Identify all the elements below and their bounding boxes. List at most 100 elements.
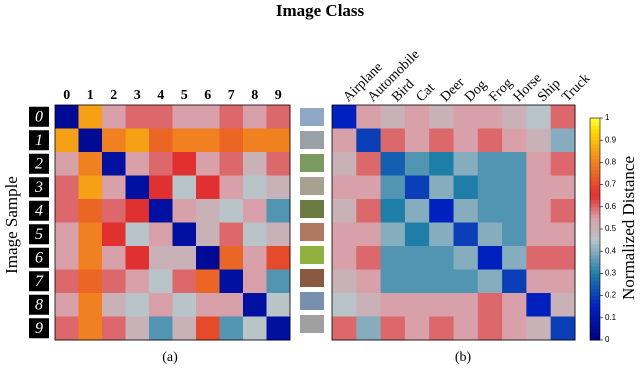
heatmap-cell	[243, 199, 267, 223]
heatmap-cell	[356, 175, 382, 200]
heatmap-cell	[526, 175, 552, 200]
thumbnails	[300, 108, 324, 333]
heatmap-cell	[453, 105, 479, 129]
heatmap-cell	[266, 175, 291, 200]
heatmap-cell	[125, 175, 150, 200]
thumbnail	[300, 131, 324, 149]
heatmap-cell	[453, 199, 479, 223]
heatmap-cell	[219, 175, 244, 200]
row-label: 3	[34, 179, 43, 196]
heatmap-cell	[477, 105, 503, 129]
heatmap-cell	[380, 199, 406, 223]
heatmap-cell	[196, 269, 220, 294]
row-label: 1	[35, 132, 43, 149]
heatmap-cell	[429, 152, 454, 176]
heatmap-cell	[526, 105, 552, 129]
colorbar-segment	[590, 232, 600, 237]
heatmap-cell	[266, 316, 291, 341]
heatmap-cell	[243, 293, 267, 317]
colorbar-segment	[590, 217, 600, 223]
colorbar-segment	[590, 132, 600, 137]
heatmap-cell	[243, 269, 267, 294]
heatmap-cell	[55, 105, 79, 129]
heatmap-cell	[243, 105, 267, 129]
heatmap-cell	[243, 128, 267, 153]
row-label: 8	[35, 296, 43, 313]
heatmap-cell	[429, 222, 454, 247]
colorbar-tick-label: 1	[605, 113, 610, 122]
colorbar-tick-label: 0	[605, 335, 610, 344]
heatmap-cell	[404, 316, 430, 341]
heatmap-cell	[404, 152, 430, 176]
colorbar-label: Normalized Distance	[619, 156, 638, 300]
heatmap-cell	[550, 293, 576, 317]
thumbnail	[300, 108, 324, 126]
heatmap-cell	[102, 246, 126, 270]
heatmap-cell	[404, 105, 430, 129]
colorbar-segment	[590, 310, 600, 315]
heatmap-cell	[55, 152, 79, 176]
digit-box	[29, 177, 49, 198]
heatmap-cell	[149, 152, 173, 176]
colorbar-segment	[590, 158, 600, 163]
heatmap-cell	[429, 269, 454, 294]
heatmap-cell	[243, 175, 267, 200]
heatmap-cell	[102, 316, 126, 341]
heatmap-cell	[356, 199, 382, 223]
heatmap-cell	[149, 222, 173, 247]
heatmap-cell	[380, 246, 406, 270]
heatmap-cell	[172, 246, 197, 270]
heatmap-frame	[331, 104, 576, 341]
heatmap-cell	[477, 222, 503, 247]
row-label: 7	[35, 273, 44, 290]
heatmap-cell	[266, 246, 291, 270]
colorbar-segment	[590, 240, 600, 245]
heatmap-cell	[356, 316, 382, 341]
heatmap-cell	[429, 293, 454, 317]
heatmap-cell	[550, 269, 576, 294]
colorbar-segment	[590, 229, 600, 234]
heatmap-cell	[526, 246, 552, 270]
heatmap-cell	[380, 316, 406, 341]
heatmap-cell	[55, 128, 79, 153]
heatmap-cell	[380, 175, 406, 200]
heatmap-cell	[219, 128, 244, 153]
heatmap-cell	[380, 105, 406, 129]
heatmap-cell	[502, 293, 527, 317]
heatmap-cell	[55, 316, 79, 341]
heatmap-cell	[196, 128, 220, 153]
heatmap-cell	[219, 105, 244, 129]
heatmap-cell	[356, 269, 382, 294]
colorbar-segment	[590, 121, 600, 126]
column-label: 0	[63, 88, 70, 103]
heatmap-cell	[102, 222, 126, 247]
heatmap-cell	[429, 246, 454, 270]
heatmap-cell	[453, 152, 479, 176]
heatmap-cell	[404, 175, 430, 200]
heatmap-cell	[332, 105, 357, 129]
colorbar-segment	[590, 258, 600, 263]
colorbar-segment	[590, 210, 600, 215]
colorbar-segment	[590, 262, 600, 267]
colorbar-segment	[590, 332, 600, 337]
colorbar-segment	[590, 266, 600, 271]
heatmap-cell	[526, 293, 552, 317]
heatmap-cell	[526, 316, 552, 341]
heatmap-cell	[243, 222, 267, 247]
heatmap-cell	[266, 293, 291, 317]
heatmap-cell	[477, 269, 503, 294]
digit-box	[29, 318, 49, 339]
heatmap-cell	[453, 246, 479, 270]
colorbar-segment	[590, 280, 600, 285]
heatmap-cell	[380, 222, 406, 247]
heatmap-cell	[266, 128, 291, 153]
thumbnail	[300, 315, 324, 333]
heatmap-cell	[477, 175, 503, 200]
heatmap-cell	[332, 175, 357, 200]
heatmap-cell	[219, 269, 244, 294]
heatmap-cell	[243, 246, 267, 270]
thumbnail	[300, 292, 324, 310]
heatmap-cell	[477, 246, 503, 270]
colorbar-segment	[590, 306, 600, 311]
